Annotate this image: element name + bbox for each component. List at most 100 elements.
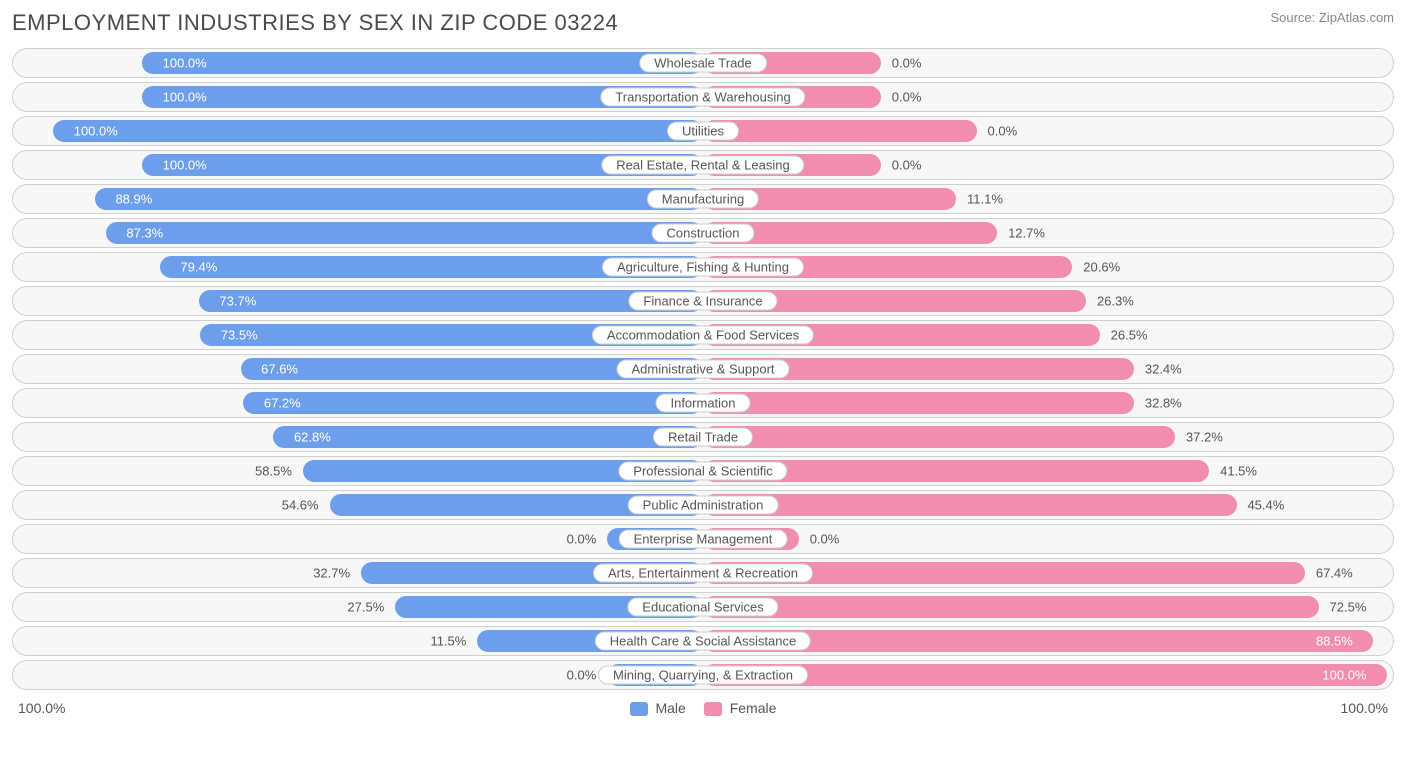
chart-row: 67.6%32.4%Administrative & Support — [12, 354, 1394, 384]
chart-row: 0.0% 100.0% Mining, Quarrying, & Extractio… — [12, 660, 1394, 690]
female-pct-label: 0.0% — [892, 90, 922, 105]
chart-row: 27.5% 72.5% Educational Services — [12, 592, 1394, 622]
category-label: Health Care & Social Assistance — [595, 632, 811, 651]
female-pct-label: 26.5% — [1111, 328, 1148, 343]
male-bar — [106, 222, 703, 244]
chart-row: 100.0% 0.0% Transportation & Warehousing — [12, 82, 1394, 112]
female-pct-label: 32.4% — [1145, 362, 1182, 377]
male-bar — [142, 52, 703, 74]
chart-row: 73.5% 26.5% Accommodation & Food Services — [12, 320, 1394, 350]
female-pct-label: 0.0% — [988, 124, 1018, 139]
male-swatch — [630, 702, 648, 716]
female-pct-label: 0.0% — [810, 532, 840, 547]
category-label: Utilities — [667, 122, 739, 141]
category-label: Construction — [652, 224, 755, 243]
female-bar — [703, 120, 977, 142]
female-pct-label: 45.4% — [1247, 498, 1284, 513]
axis-left-label: 100.0% — [18, 700, 65, 716]
female-pct-label: 0.0% — [892, 158, 922, 173]
male-pct-label: 100.0% — [74, 124, 118, 139]
category-label: Arts, Entertainment & Recreation — [593, 564, 813, 583]
female-pct-label: 72.5% — [1330, 600, 1367, 615]
legend-female: Female — [704, 700, 777, 716]
chart-row: 87.3% 12.7% Construction — [12, 218, 1394, 248]
category-label: Retail Trade — [653, 428, 753, 447]
category-label: Real Estate, Rental & Leasing — [601, 156, 804, 175]
chart-row: 54.6% 45.4% Public Administration — [12, 490, 1394, 520]
female-bar — [703, 596, 1319, 618]
chart-row: 0.0% 0.0% Enterprise Management — [12, 524, 1394, 554]
female-bar — [703, 494, 1237, 516]
chart-row: 100.0% 0.0% Real Estate, Rental & Leasing — [12, 150, 1394, 180]
female-pct-label: 100.0% — [1322, 668, 1366, 683]
legend-female-label: Female — [730, 700, 777, 716]
category-label: Mining, Quarrying, & Extraction — [598, 666, 808, 685]
chart-legend: 100.0% Male Female 100.0% — [12, 700, 1394, 716]
female-bar — [703, 392, 1134, 414]
chart-row: 32.7% 67.4% Arts, Entertainment & Recreati… — [12, 558, 1394, 588]
male-bar — [243, 392, 703, 414]
female-pct-label: 41.5% — [1220, 464, 1257, 479]
male-bar — [95, 188, 703, 210]
category-label: Manufacturing — [647, 190, 759, 209]
male-pct-label: 0.0% — [567, 532, 597, 547]
male-pct-label: 100.0% — [163, 56, 207, 71]
male-pct-label: 62.8% — [294, 430, 331, 445]
category-label: Public Administration — [628, 496, 779, 515]
male-bar — [53, 120, 703, 142]
category-label: Administrative & Support — [616, 360, 789, 379]
male-pct-label: 100.0% — [163, 90, 207, 105]
chart-row: 67.2% 32.8% Information — [12, 388, 1394, 418]
female-swatch — [704, 702, 722, 716]
chart-source: Source: ZipAtlas.com — [1270, 10, 1394, 25]
male-pct-label: 32.7% — [313, 566, 350, 581]
male-bar — [199, 290, 703, 312]
male-pct-label: 0.0% — [567, 668, 597, 683]
chart-row: 11.5% 88.5% Health Care & Social Assistanc… — [12, 626, 1394, 656]
female-pct-label: 32.8% — [1145, 396, 1182, 411]
chart-header: EMPLOYMENT INDUSTRIES BY SEX IN ZIP CODE… — [12, 10, 1394, 36]
category-label: Transportation & Warehousing — [600, 88, 805, 107]
axis-right-label: 100.0% — [1341, 700, 1388, 716]
male-pct-label: 87.3% — [126, 226, 163, 241]
category-label: Educational Services — [627, 598, 778, 617]
category-label: Enterprise Management — [619, 530, 788, 549]
chart-row: 62.8% 37.2% Retail Trade — [12, 422, 1394, 452]
male-pct-label: 79.4% — [180, 260, 217, 275]
female-pct-label: 67.4% — [1316, 566, 1353, 581]
category-label: Finance & Insurance — [628, 292, 777, 311]
female-pct-label: 37.2% — [1186, 430, 1223, 445]
legend-male-label: Male — [655, 700, 685, 716]
male-pct-label: 58.5% — [255, 464, 292, 479]
male-pct-label: 73.7% — [219, 294, 256, 309]
category-label: Information — [655, 394, 750, 413]
chart-rows: 100.0% 0.0% Wholesale Trade 100.0% 0.0% Trans… — [12, 48, 1394, 690]
category-label: Wholesale Trade — [639, 54, 767, 73]
category-label: Professional & Scientific — [618, 462, 787, 481]
male-pct-label: 27.5% — [347, 600, 384, 615]
category-label: Accommodation & Food Services — [592, 326, 814, 345]
female-pct-label: 11.1% — [967, 192, 1003, 207]
female-pct-label: 12.7% — [1008, 226, 1045, 241]
male-pct-label: 88.9% — [115, 192, 152, 207]
category-label: Agriculture, Fishing & Hunting — [602, 258, 804, 277]
female-pct-label: 20.6% — [1083, 260, 1120, 275]
female-bar — [703, 426, 1175, 448]
chart-row: 79.4% 20.6% Agriculture, Fishing & Hunting — [12, 252, 1394, 282]
legend-male: Male — [630, 700, 686, 716]
chart-row: 100.0% 0.0% Utilities — [12, 116, 1394, 146]
male-pct-label: 11.5% — [430, 634, 466, 649]
male-pct-label: 67.2% — [264, 396, 301, 411]
female-pct-label: 0.0% — [892, 56, 922, 71]
male-bar — [273, 426, 703, 448]
chart-row: 58.5% 41.5% Professional & Scientific — [12, 456, 1394, 486]
female-pct-label: 88.5% — [1316, 634, 1353, 649]
chart-row: 100.0% 0.0% Wholesale Trade — [12, 48, 1394, 78]
male-pct-label: 100.0% — [163, 158, 207, 173]
female-pct-label: 26.3% — [1097, 294, 1134, 309]
legend-center: Male Female — [630, 700, 777, 716]
chart-row: 73.7% 26.3% Finance & Insurance — [12, 286, 1394, 316]
male-pct-label: 54.6% — [282, 498, 319, 513]
chart-row: 88.9% 11.1% Manufacturing — [12, 184, 1394, 214]
male-pct-label: 73.5% — [221, 328, 258, 343]
